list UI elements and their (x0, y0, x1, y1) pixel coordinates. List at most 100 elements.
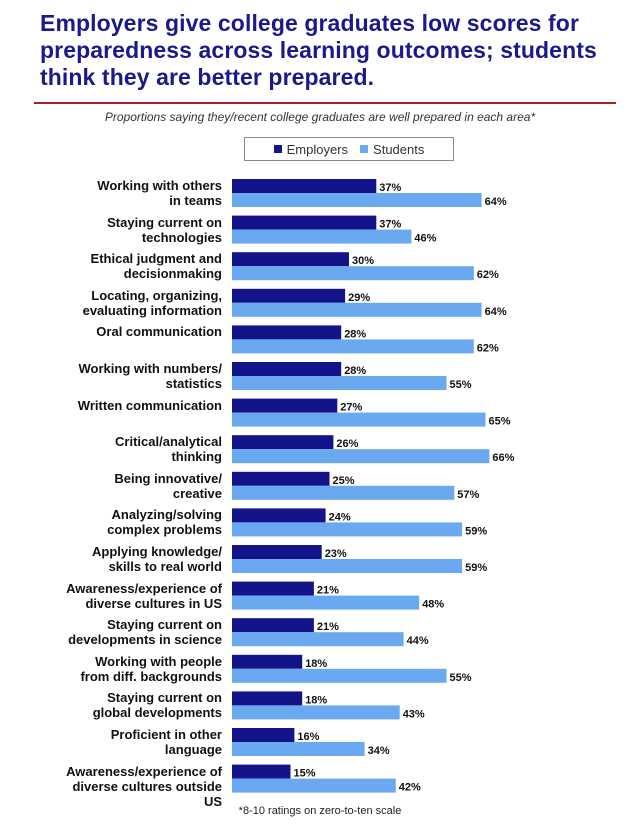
data-label-employers: 28% (344, 328, 366, 340)
data-label-employers: 18% (305, 694, 327, 706)
category-label-line: diverse cultures outside (72, 778, 222, 794)
bar-employers (232, 581, 314, 596)
category-label-line: global developments (92, 705, 222, 721)
category-label-line: developments in science (68, 632, 222, 648)
data-label-students: 62% (477, 269, 499, 281)
data-label-students: 43% (403, 708, 425, 720)
data-label-employers: 24% (329, 511, 351, 523)
category-label-line: Oral communication (96, 324, 222, 340)
bar-students (232, 668, 447, 683)
category-label-line: Being innovative/ (114, 470, 222, 486)
category-label-line: decisionmaking (123, 266, 222, 282)
bar-employers (232, 471, 330, 486)
data-label-employers: 18% (305, 658, 327, 670)
category-label-line: diverse cultures in US (85, 595, 222, 611)
category-label-line: Written communication (77, 397, 222, 413)
category-label: Ethical judgment and decisionmaking (0, 251, 222, 281)
data-label-students: 62% (477, 342, 499, 354)
bar-students (232, 193, 482, 207)
legend: Employers Students (244, 137, 454, 161)
category-label-line: Working with people (95, 653, 222, 669)
data-label-students: 48% (422, 599, 444, 611)
chart-subtitle: Proportions saying they/recent college g… (104, 110, 536, 124)
category-label-line: Proficient in other (110, 727, 222, 742)
category-label-line: Working with others (97, 178, 222, 193)
category-label: Working with people from diff. background… (0, 654, 222, 684)
category-label-line: Analyzing/solving (111, 507, 222, 523)
bar-employers (232, 398, 338, 413)
category-label-line: evaluating information (82, 302, 222, 318)
category-label-line: language (164, 742, 222, 757)
data-label-students: 44% (407, 635, 429, 647)
data-label-students: 64% (485, 306, 507, 318)
data-label-students: 66% (492, 452, 514, 464)
category-label: Written communication (0, 398, 222, 413)
category-label-line: US (203, 793, 222, 809)
bar-employers (232, 179, 377, 193)
bar-employers (232, 435, 334, 450)
footnote: *8-10 ratings on zero-to-ten scale (238, 805, 402, 817)
bar-students (232, 449, 490, 464)
bar-students (232, 266, 474, 281)
data-label-employers: 16% (297, 731, 319, 743)
data-label-students: 59% (465, 562, 487, 574)
bar-employers (232, 325, 342, 340)
bar-employers (232, 215, 377, 230)
bar-employers (232, 362, 342, 376)
bar-students (232, 302, 482, 317)
category-label-line: Staying current on (107, 690, 222, 706)
category-label: Analyzing/solving complex problems (0, 507, 222, 537)
category-label-line: Staying current on (107, 214, 222, 230)
bar-employers (232, 764, 291, 779)
category-label-line: in teams (169, 193, 222, 208)
data-label-students: 34% (368, 745, 390, 757)
data-label-students: 55% (450, 379, 472, 391)
data-label-employers: 28% (344, 365, 366, 377)
category-label: Awareness/experience of diverse cultures … (0, 764, 222, 809)
data-label-employers: 25% (333, 475, 355, 487)
bar-students (232, 339, 474, 354)
data-label-employers: 30% (352, 255, 374, 267)
bar-employers (232, 654, 303, 669)
category-label-line: creative (172, 485, 222, 501)
legend-item-employers: Employers (273, 142, 348, 157)
data-label-employers: 26% (336, 438, 358, 450)
category-label: Awareness/experience of diverse cultures … (0, 581, 222, 611)
bar-employers (232, 691, 303, 706)
category-label-line: Applying knowledge/ (91, 544, 222, 559)
data-label-employers: 21% (317, 585, 339, 597)
bar-students (232, 632, 404, 647)
data-label-employers: 37% (379, 182, 401, 194)
category-label-line: Ethical judgment and (90, 251, 222, 267)
title-divider (34, 102, 616, 104)
category-label-line: Awareness/experience of (66, 580, 222, 596)
bar-students (232, 522, 463, 537)
category-label: Working with others in teams (0, 178, 222, 208)
bar-students (232, 778, 396, 793)
data-label-students: 46% (414, 233, 436, 245)
data-label-employers: 27% (340, 402, 362, 414)
legend-swatch-employers (273, 145, 282, 153)
legend-item-students: Students (360, 142, 424, 157)
category-label-line: Critical/analytical (115, 434, 222, 450)
category-label: Staying current on developments in scienc… (0, 617, 222, 647)
category-label: Staying current on global developments (0, 690, 222, 720)
data-label-students: 64% (485, 196, 507, 208)
category-label: Working with numbers/statistics (0, 361, 223, 391)
legend-label-students: Students (373, 141, 425, 157)
bar-students (232, 559, 463, 573)
category-label: Critical/analytical thinking (0, 434, 222, 464)
data-label-students: 59% (465, 525, 487, 537)
bar-employers (232, 618, 314, 633)
category-label: Being innovative/creative (0, 471, 222, 501)
data-label-employers: 23% (325, 548, 347, 560)
category-label-line: thinking (171, 449, 222, 465)
data-label-employers: 37% (379, 219, 401, 231)
bar-students (232, 595, 420, 610)
bar-students (232, 229, 412, 244)
bar-employers (232, 728, 295, 742)
category-label-line: Working with numbers/ (78, 361, 223, 376)
bar-students (232, 412, 486, 427)
data-label-employers: 21% (317, 621, 339, 633)
